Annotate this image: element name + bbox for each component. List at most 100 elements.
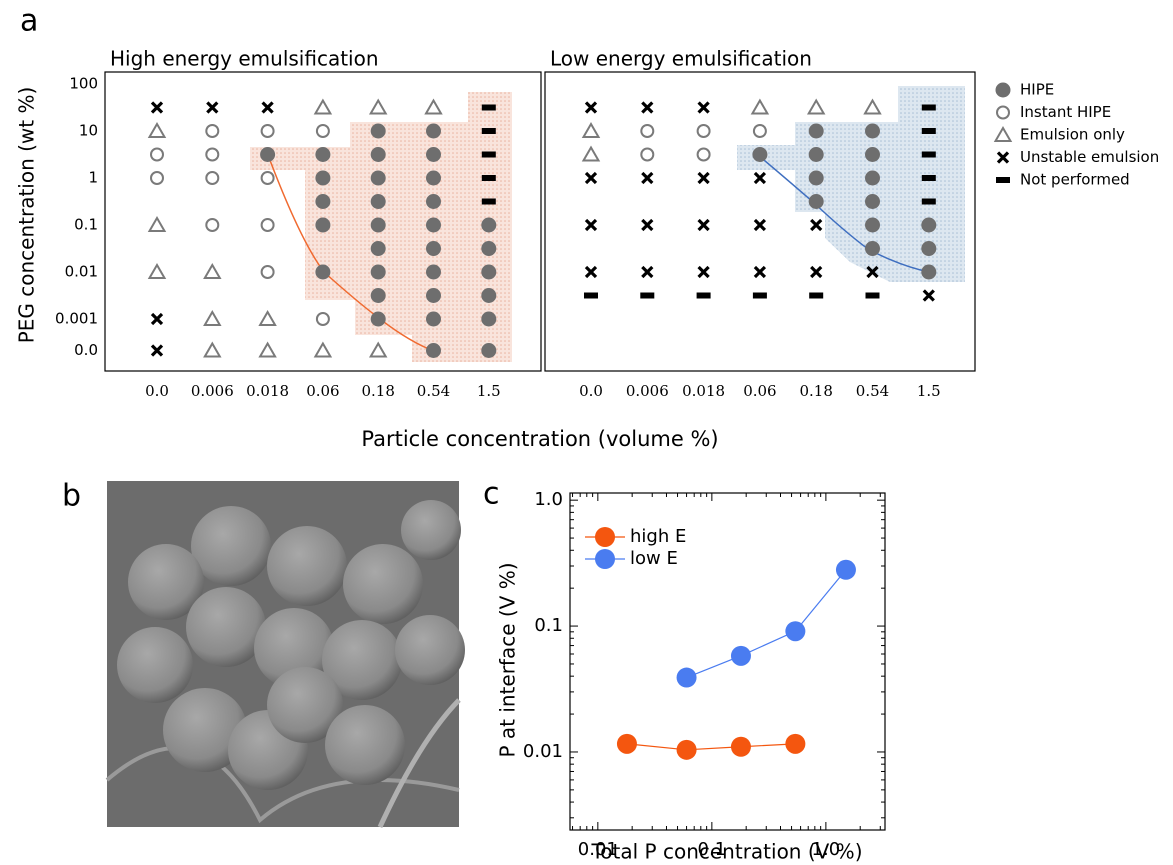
grid-marker: [205, 124, 220, 138]
grid-marker: [865, 194, 880, 209]
grid-marker: [809, 292, 824, 299]
grid-marker: [808, 194, 824, 209]
grid-marker: [258, 341, 277, 358]
grid-marker: [481, 343, 497, 358]
grid-marker: [921, 198, 936, 205]
y-tick-label: 0.0: [74, 341, 98, 359]
grid-marker: [370, 217, 386, 233]
grid-marker: [696, 124, 711, 138]
x-axis-label: Particle concentration (volume %): [361, 427, 718, 451]
grid-marker: [315, 194, 331, 209]
grid-marker: [147, 121, 167, 138]
data-point: [676, 667, 697, 688]
grid-marker: [150, 101, 164, 114]
grid-marker: [584, 171, 598, 185]
grid-marker: [260, 147, 276, 162]
chart-title: High energy emulsification: [110, 47, 379, 71]
grid-marker: [313, 98, 333, 115]
grid-marker: [370, 264, 386, 280]
grid-marker: [203, 341, 222, 358]
grid-marker: [426, 288, 441, 303]
grid-marker: [205, 171, 220, 185]
grid-marker: [368, 98, 388, 115]
grid-marker: [481, 175, 496, 181]
grid-marker: [808, 147, 824, 162]
grid-marker: [258, 309, 277, 326]
data-point: [616, 733, 637, 754]
grid-marker: [481, 241, 497, 256]
grid-marker: [697, 101, 710, 114]
grid-marker: [808, 170, 824, 186]
legend-marker: [995, 82, 1011, 98]
grid-marker: [865, 147, 880, 162]
grid-marker: [922, 289, 935, 302]
legend-marker: [996, 177, 1010, 183]
grid-marker: [481, 198, 496, 205]
y-tick-label: 0.001: [55, 310, 98, 328]
grid-marker: [315, 264, 331, 280]
grid-marker: [696, 147, 711, 162]
legend-marker: [993, 125, 1013, 142]
grid-marker: [921, 175, 936, 181]
grid-marker: [370, 241, 386, 256]
y-axis-label: PEG concentration (wt %): [15, 87, 39, 344]
legend-marker: [595, 549, 615, 569]
grid-marker: [424, 98, 443, 115]
grid-marker: [581, 121, 601, 138]
grid-marker: [921, 241, 937, 256]
x-tick-label: 0.54: [856, 382, 889, 400]
grid-marker: [584, 218, 598, 232]
boundary-line: [757, 154, 930, 273]
grid-marker: [260, 171, 275, 185]
grid-marker: [205, 147, 220, 162]
x-tick-label: 0.54: [417, 382, 450, 400]
y-tick-label: 1.0: [534, 489, 563, 510]
grid-marker: [641, 101, 654, 114]
grid-marker: [581, 145, 601, 162]
legend-marker: [595, 527, 615, 547]
grid-marker: [584, 292, 598, 299]
grid-marker: [641, 218, 654, 232]
legend-label: Emulsion only: [1020, 126, 1125, 144]
grid-marker: [426, 194, 441, 209]
grid-marker: [865, 170, 880, 186]
x-tick-label: 1.0: [812, 839, 841, 860]
grid-marker: [147, 262, 167, 279]
grid-marker: [370, 194, 386, 209]
grid-marker: [753, 265, 767, 279]
grid-marker: [810, 265, 823, 279]
grid-marker: [481, 264, 497, 280]
legend-marker: [996, 151, 1010, 164]
y-tick-label: 1: [88, 169, 98, 187]
grid-marker: [921, 151, 936, 158]
grid-marker: [150, 312, 164, 326]
grid-marker: [370, 123, 386, 139]
grid-marker: [260, 124, 275, 138]
grid-marker: [866, 265, 879, 279]
panel-label: b: [62, 479, 81, 514]
y-tick-label: 100: [69, 75, 98, 93]
panel-label: c: [483, 477, 500, 512]
grid-marker: [315, 170, 331, 186]
grid-marker: [313, 341, 333, 358]
grid-marker: [752, 292, 767, 299]
grid-marker: [481, 217, 497, 233]
grid-marker: [147, 215, 167, 232]
data-point: [730, 736, 751, 757]
grid-marker: [370, 311, 386, 327]
grid-marker: [584, 265, 598, 279]
x-tick-label: 0.018: [682, 382, 725, 400]
grid-marker: [810, 218, 823, 232]
grid-marker: [260, 218, 275, 232]
grid-marker: [206, 101, 219, 114]
grid-marker: [315, 147, 331, 162]
grid-marker: [426, 311, 441, 327]
legend-label: HIPE: [1020, 81, 1054, 99]
legend-label: Not performed: [1020, 171, 1130, 189]
hipe-region: [737, 86, 965, 282]
grid-marker: [697, 265, 710, 279]
grid-marker: [205, 218, 220, 232]
grid-marker: [203, 262, 222, 279]
x-tick-label: 0.06: [743, 382, 776, 400]
grid-marker: [370, 170, 386, 186]
